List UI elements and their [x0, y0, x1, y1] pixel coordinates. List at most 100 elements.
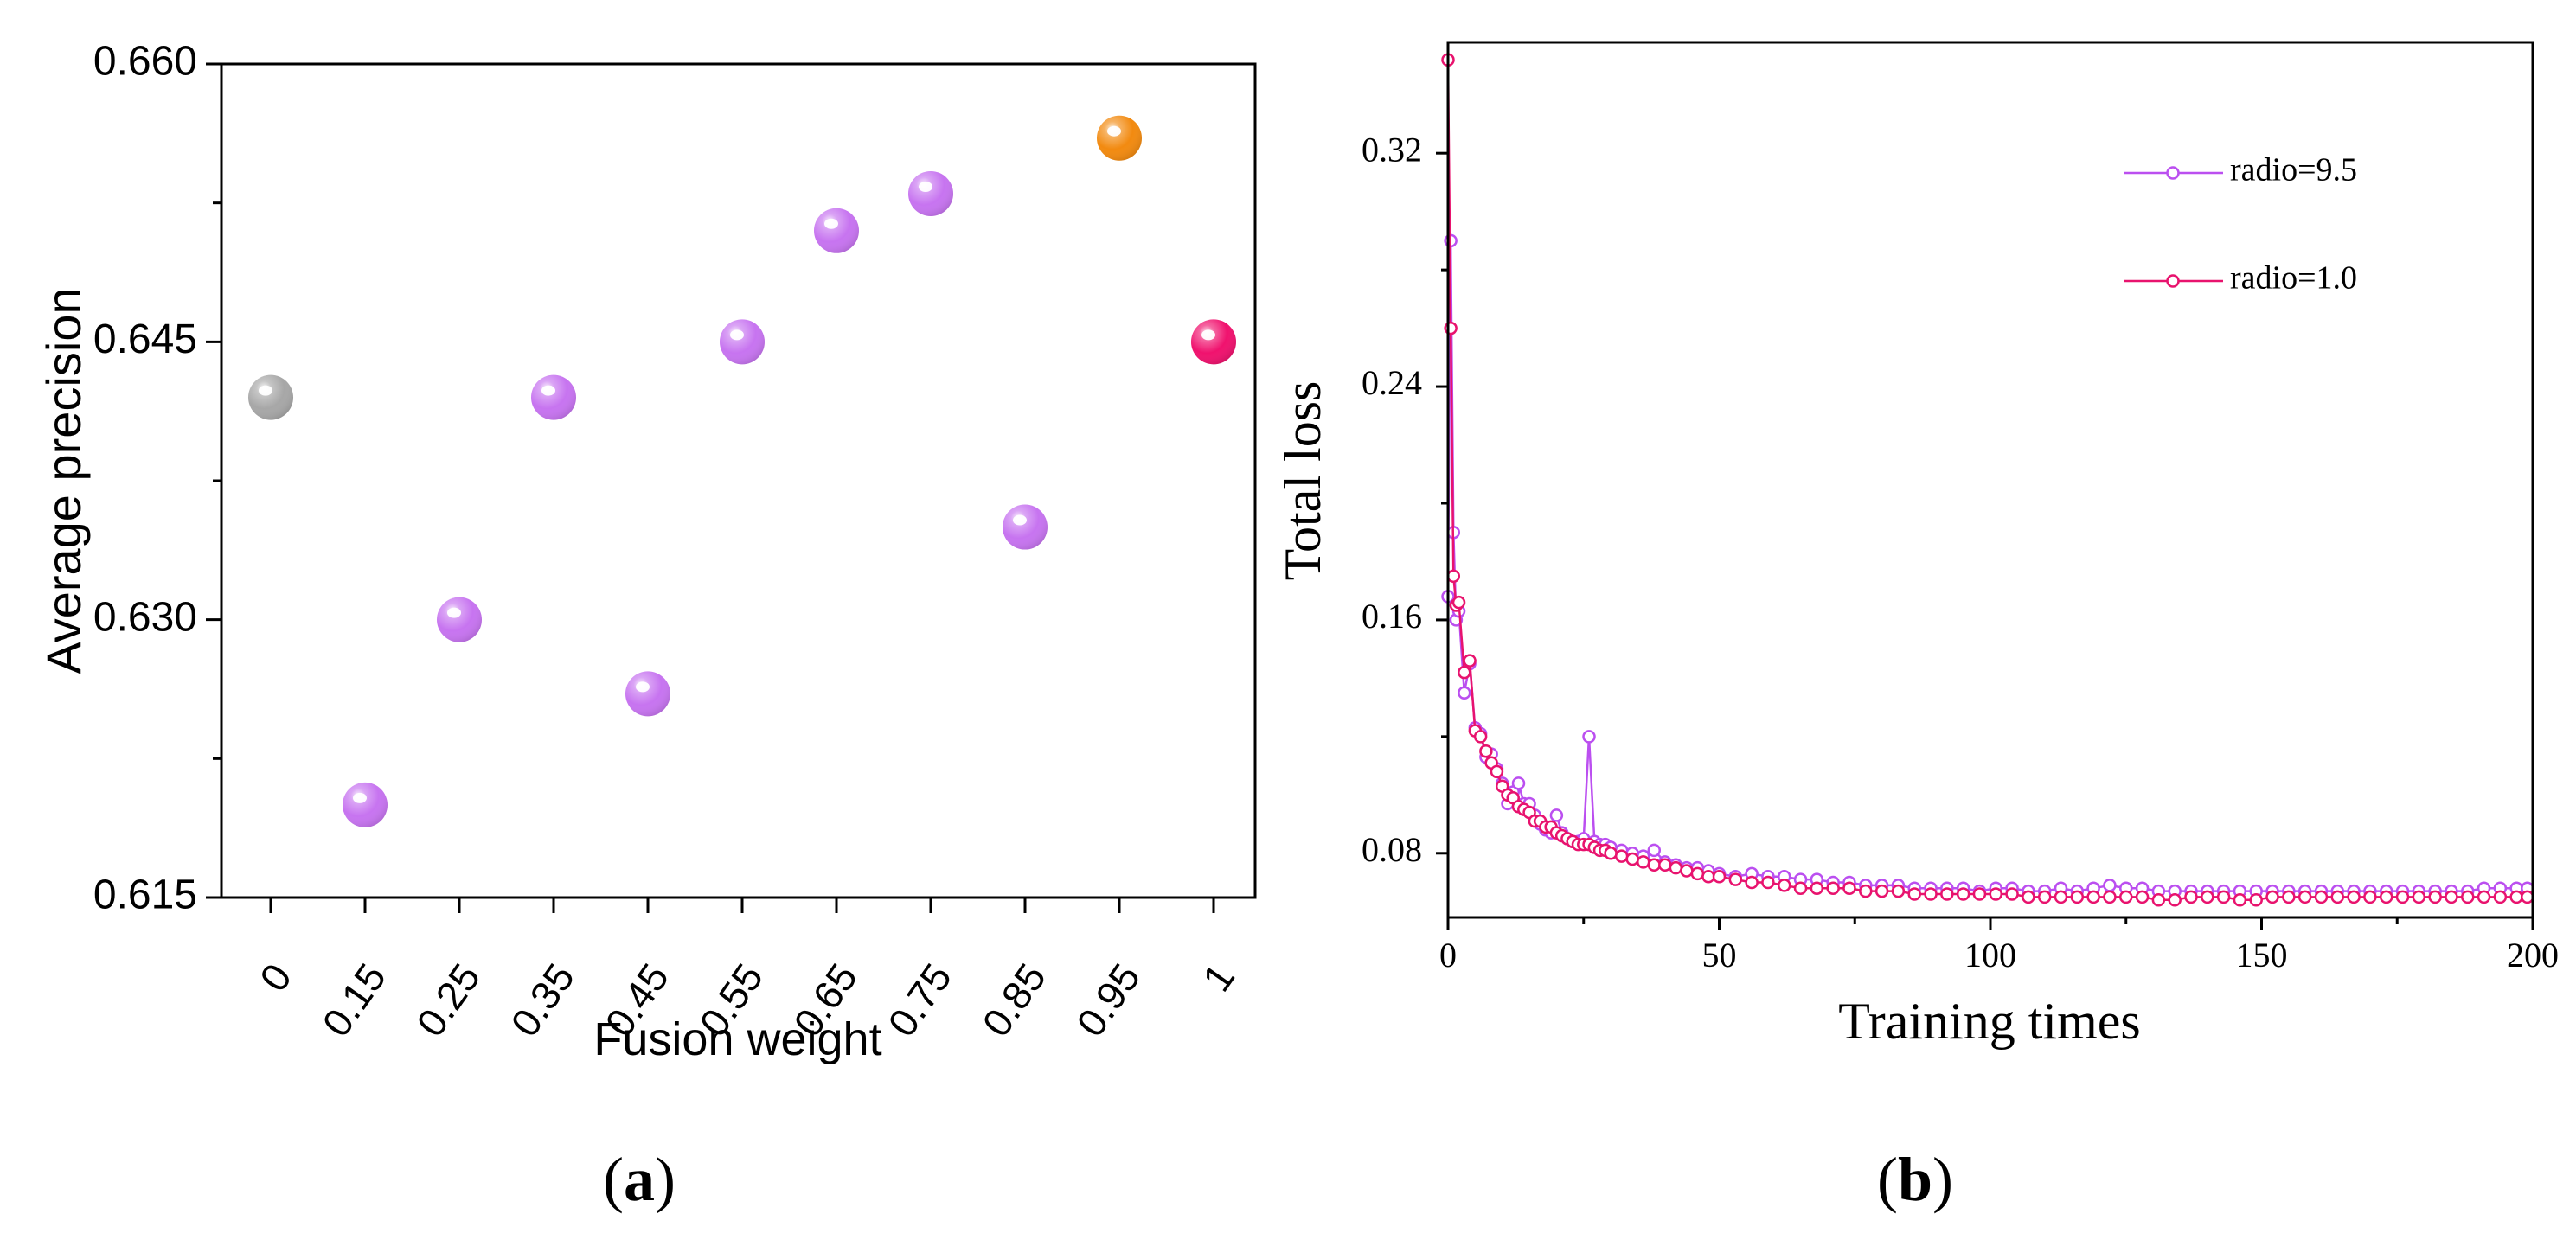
chart-a-point	[1003, 504, 1048, 550]
chart-a-point	[814, 208, 859, 253]
chart-b-series-marker	[1859, 884, 1873, 898]
chart-a-point-highlight	[1201, 329, 1215, 341]
chart-b-series-marker	[2363, 890, 2377, 904]
chart-b-series-marker	[1956, 887, 1970, 901]
chart-a-point-shade	[1097, 115, 1142, 161]
chart-b-legend: radio=9.5 radio=1.0	[2124, 152, 2357, 297]
chart-b-series-marker	[1458, 686, 1471, 700]
chart-b-series-marker	[2412, 890, 2426, 904]
chart-b-series-marker	[2022, 890, 2035, 904]
chart-b-series-marker	[2330, 890, 2345, 904]
chart-b-legend-item: radio=1.0	[2124, 260, 2357, 297]
chart-b-legend-label: radio=1.0	[2230, 260, 2357, 297]
chart-b-series-marker	[2135, 890, 2150, 904]
chart-b-series-marker	[1614, 849, 1629, 863]
chart-b-series-marker	[1777, 879, 1791, 892]
chart-b-series-line	[1446, 60, 2528, 902]
chart-b-series-marker	[1582, 730, 1596, 744]
chart-b-series-marker	[1446, 569, 1461, 584]
chart-a-point	[248, 374, 293, 420]
chart-b-series-marker	[1625, 852, 1639, 866]
chart-b-series-marker	[1761, 875, 1775, 890]
chart-a-point-shade	[248, 374, 293, 420]
chart-a-point-highlight	[259, 385, 272, 396]
chart-b-series-marker	[1451, 595, 1466, 610]
chart-a-point	[908, 170, 953, 216]
chart-a-xtick-label: 0.35	[502, 955, 583, 1045]
chart-b-series-marker	[1874, 884, 1889, 898]
chart-b-ytick-label: 0.32	[1362, 130, 1422, 169]
chart-a-xtick-label: 0.95	[1067, 955, 1149, 1045]
chart-b-series-marker	[2428, 890, 2442, 904]
chart-a-frame	[220, 62, 1257, 899]
chart-a-xtick-label: 0.85	[973, 955, 1054, 1045]
chart-b-series-marker	[1647, 858, 1662, 872]
chart-b-series-marker	[2103, 879, 2117, 892]
chart-b-ylabel: Total loss	[1274, 381, 1331, 581]
chart-b-series-marker	[1463, 654, 1477, 668]
chart-a-ytick-label: 0.615	[93, 872, 197, 918]
chart-b-series-marker	[1658, 858, 1672, 872]
chart-b-ytick-label: 0.16	[1362, 597, 1422, 636]
chart-b-series-marker	[2151, 893, 2166, 907]
chart-a-point-shade	[531, 374, 576, 420]
chart-b-series-marker	[1924, 887, 1938, 901]
chart-b-series-marker	[2184, 890, 2198, 904]
chart-b-series-marker	[1473, 730, 1488, 744]
chart-b-series-marker	[1712, 870, 1727, 884]
chart-b-series-marker	[2216, 890, 2231, 904]
chart-b-series-marker	[2395, 890, 2410, 904]
chart-b-series-marker	[1690, 866, 1705, 881]
chart-a-point-highlight	[636, 681, 650, 693]
chart-b-series-marker	[2520, 890, 2534, 904]
chart-b-series-marker	[1989, 887, 2003, 901]
chart-a-point	[720, 319, 765, 365]
chart-a-panel-label: (a)	[603, 1145, 676, 1214]
chart-b-series-marker	[2086, 890, 2100, 904]
chart-b-legend-item: radio=9.5	[2124, 152, 2357, 188]
chart-a-point-highlight	[919, 181, 932, 192]
chart-b-series-marker	[1907, 887, 1921, 901]
chart-b-series-marker	[1647, 843, 1662, 858]
chart-b-series-marker	[1669, 860, 1683, 875]
chart-b-series-marker	[2314, 890, 2329, 904]
chart-a-point-shade	[720, 319, 765, 365]
chart-b-series-marker	[1793, 881, 1808, 896]
chart-b-series-marker	[1810, 881, 1824, 896]
chart-a-point-highlight	[447, 607, 461, 618]
chart-b-series-marker	[1728, 872, 1743, 886]
chart-b-series-marker	[1458, 665, 1471, 680]
chart-b-legend-marker	[2166, 166, 2180, 180]
chart-a-point-highlight	[1107, 125, 1121, 137]
chart-a-ytick-label: 0.645	[93, 316, 197, 362]
chart-b-series-marker	[1604, 847, 1618, 860]
chart-b-series-marker	[1842, 881, 1856, 896]
chart-b-legend-label: radio=9.5	[2230, 152, 2357, 188]
chart-b-series	[1441, 53, 2534, 907]
chart-b-series-marker	[1826, 881, 1840, 896]
chart-b-series-marker	[1490, 764, 1504, 779]
chart-b-panel-label: (b)	[1877, 1145, 1953, 1214]
chart-a-point-shade	[908, 170, 953, 216]
chart-a-point-shade	[343, 782, 388, 827]
chart-a-xtick-label: 0	[251, 955, 300, 1000]
chart-b-series-marker	[2201, 890, 2214, 904]
chart-b-xtick-label: 200	[2507, 936, 2559, 974]
chart-b-series-marker	[2509, 890, 2523, 904]
chart-b-xtick-label: 0	[1439, 936, 1457, 974]
chart-b-series-marker	[2282, 890, 2296, 904]
chart-a-xtick-label: 0.25	[407, 955, 489, 1045]
chart-b-series-marker	[2249, 893, 2263, 907]
chart-b-series-marker	[1701, 870, 1715, 884]
chart-b-xtick-label: 150	[2236, 936, 2288, 974]
chart-b-xticks: 0 50 100 150 200	[1439, 917, 2559, 974]
chart-a-points	[248, 115, 1236, 827]
chart-a-yticks: 0.615 0.630 0.645 0.660	[93, 39, 221, 918]
chart-a-ytick-label: 0.660	[93, 39, 197, 85]
chart-a-point-shade	[814, 208, 859, 253]
chart-a-point-shade	[1191, 319, 1236, 365]
chart-b-series-marker	[2445, 890, 2458, 904]
chart-a-point-shade	[437, 597, 482, 642]
